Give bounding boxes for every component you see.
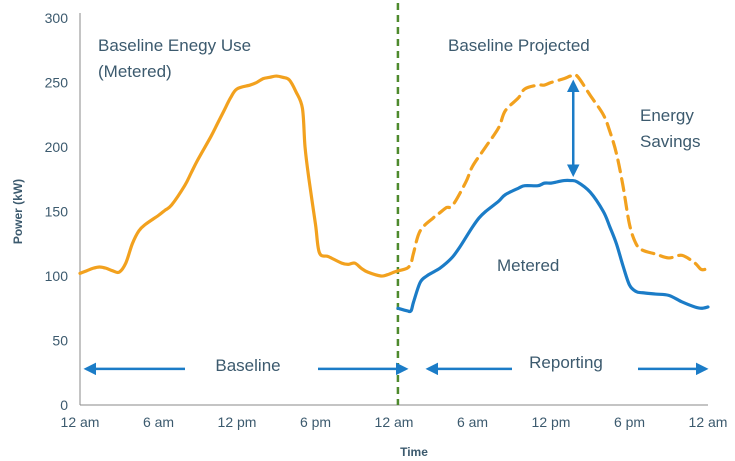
metered-line xyxy=(396,178,710,314)
annotations: Baseline Enegy Use (Metered) Baseline Proj… xyxy=(98,36,700,375)
period-arrows xyxy=(83,79,709,376)
reporting-period-label: Reporting xyxy=(529,353,603,372)
y-tick-label: 50 xyxy=(52,333,68,349)
x-tick-label: 12 am xyxy=(689,414,728,430)
baseline-metered-line xyxy=(78,74,400,278)
y-tick-label: 200 xyxy=(45,139,69,155)
x-tick-label: 12 am xyxy=(375,414,414,430)
y-axis-label: Power (kW) xyxy=(11,179,25,244)
baseline-period-label: Baseline xyxy=(215,356,280,375)
axes xyxy=(79,13,708,406)
series-lines xyxy=(78,72,710,314)
x-axis-label: Time xyxy=(400,445,428,459)
x-tick-label: 6 am xyxy=(143,414,174,430)
x-tick-label: 6 pm xyxy=(614,414,645,430)
x-tick-label: 12 pm xyxy=(218,414,257,430)
metered-label: Metered xyxy=(497,256,559,275)
energy-savings-label: Savings xyxy=(640,132,700,151)
x-tick-label: 6 am xyxy=(457,414,488,430)
y-tick-label: 0 xyxy=(60,397,68,413)
baseline-energy-use-label: (Metered) xyxy=(98,62,172,81)
x-tick-labels: 12 am 6 am 12 pm 6 pm 12 am 6 am 12 pm 6 pm 12 a… xyxy=(61,414,728,430)
x-tick-label: 12 am xyxy=(61,414,100,430)
y-tick-label: 250 xyxy=(45,75,69,91)
energy-savings-label: Energy xyxy=(640,106,694,125)
baseline-projected-line xyxy=(396,72,710,273)
baseline-energy-use-label: Baseline Enegy Use xyxy=(98,36,251,55)
y-tick-label: 150 xyxy=(45,204,69,220)
baseline-projected-label: Baseline Projected xyxy=(448,36,590,55)
y-tick-label: 300 xyxy=(45,10,69,26)
y-tick-label: 100 xyxy=(45,268,69,284)
y-tick-labels: 0 50 100 150 200 250 300 xyxy=(45,10,69,413)
x-tick-label: 6 pm xyxy=(300,414,331,430)
x-tick-label: 12 pm xyxy=(532,414,571,430)
